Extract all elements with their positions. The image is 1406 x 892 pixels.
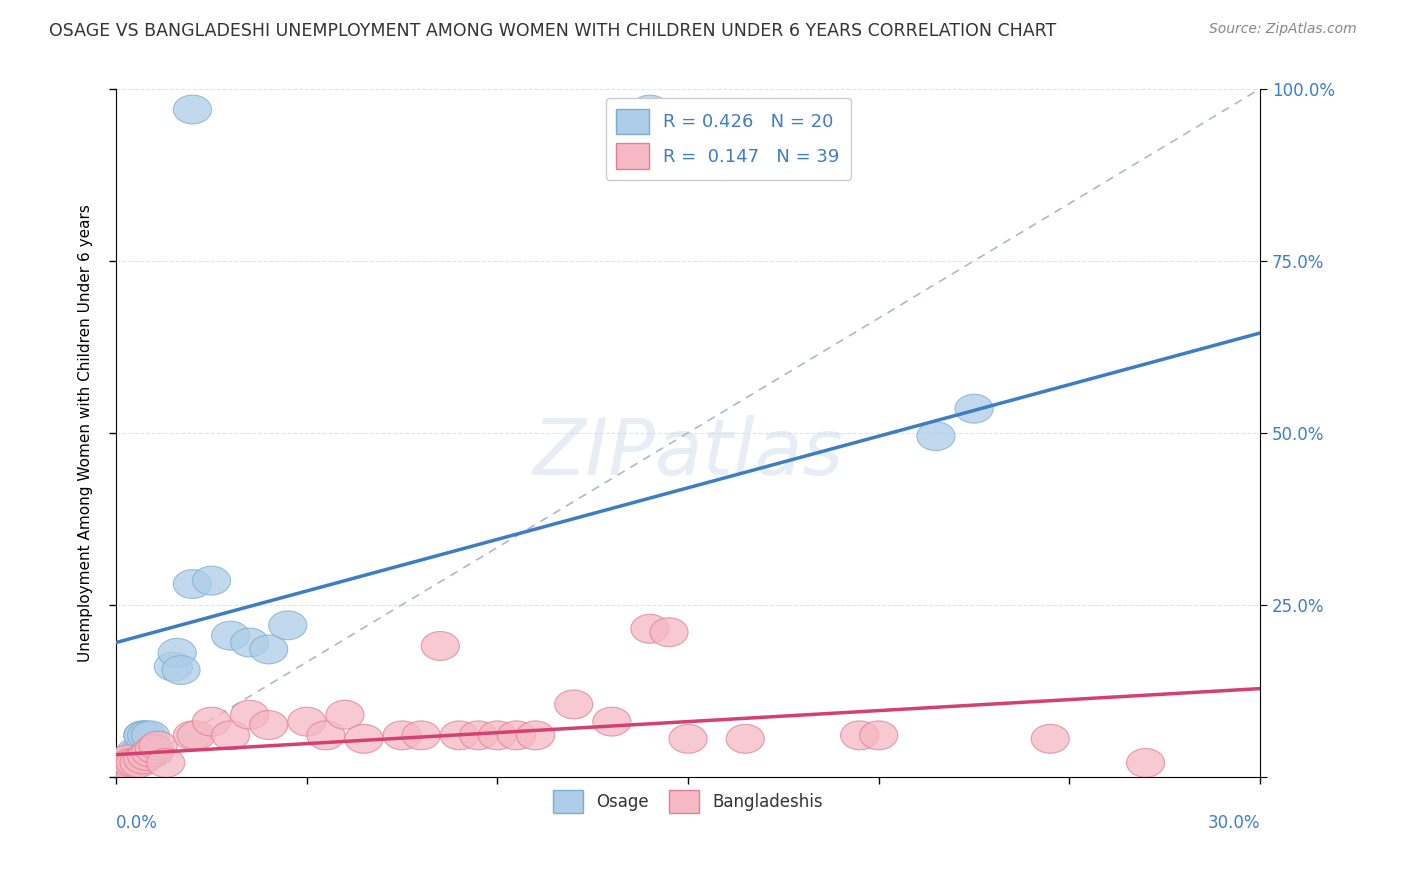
Ellipse shape (120, 748, 157, 777)
Ellipse shape (250, 711, 288, 739)
Ellipse shape (117, 738, 155, 767)
Ellipse shape (1126, 748, 1164, 777)
Ellipse shape (498, 721, 536, 750)
Ellipse shape (112, 748, 150, 777)
Text: 0.0%: 0.0% (117, 814, 157, 832)
Ellipse shape (108, 745, 146, 774)
Ellipse shape (155, 652, 193, 681)
Ellipse shape (162, 656, 200, 684)
Ellipse shape (117, 748, 155, 777)
Ellipse shape (193, 707, 231, 736)
Ellipse shape (593, 707, 631, 736)
Ellipse shape (841, 721, 879, 750)
Ellipse shape (440, 721, 478, 750)
Ellipse shape (231, 628, 269, 657)
Ellipse shape (326, 700, 364, 729)
Ellipse shape (631, 95, 669, 124)
Ellipse shape (211, 721, 250, 750)
Ellipse shape (631, 615, 669, 643)
Ellipse shape (955, 394, 993, 423)
Ellipse shape (650, 618, 688, 647)
Ellipse shape (120, 738, 157, 767)
Ellipse shape (124, 745, 162, 774)
Ellipse shape (124, 721, 162, 750)
Ellipse shape (725, 724, 765, 753)
Ellipse shape (146, 748, 184, 777)
Ellipse shape (211, 621, 250, 650)
Ellipse shape (288, 707, 326, 736)
Ellipse shape (128, 741, 166, 771)
Ellipse shape (128, 721, 166, 750)
Ellipse shape (382, 721, 422, 750)
Ellipse shape (157, 639, 197, 667)
Ellipse shape (135, 735, 173, 764)
Text: ZIPatlas: ZIPatlas (533, 416, 844, 491)
Ellipse shape (105, 748, 143, 777)
Ellipse shape (554, 690, 593, 719)
Ellipse shape (516, 721, 554, 750)
Ellipse shape (269, 611, 307, 640)
Ellipse shape (422, 632, 460, 660)
Ellipse shape (250, 635, 288, 664)
Ellipse shape (173, 95, 211, 124)
Ellipse shape (173, 570, 211, 599)
Ellipse shape (402, 721, 440, 750)
Text: Source: ZipAtlas.com: Source: ZipAtlas.com (1209, 22, 1357, 37)
Ellipse shape (344, 724, 382, 753)
Text: OSAGE VS BANGLADESHI UNEMPLOYMENT AMONG WOMEN WITH CHILDREN UNDER 6 YEARS CORREL: OSAGE VS BANGLADESHI UNEMPLOYMENT AMONG … (49, 22, 1056, 40)
Ellipse shape (135, 738, 173, 767)
Legend: Osage, Bangladeshis: Osage, Bangladeshis (547, 783, 830, 820)
Ellipse shape (460, 721, 498, 750)
Ellipse shape (177, 721, 215, 750)
Ellipse shape (139, 731, 177, 760)
Ellipse shape (124, 721, 162, 750)
Y-axis label: Unemployment Among Women with Children Under 6 years: Unemployment Among Women with Children U… (79, 204, 93, 662)
Ellipse shape (478, 721, 516, 750)
Ellipse shape (131, 738, 170, 767)
Ellipse shape (1031, 724, 1070, 753)
Text: 30.0%: 30.0% (1208, 814, 1260, 832)
Ellipse shape (669, 724, 707, 753)
Ellipse shape (859, 721, 898, 750)
Ellipse shape (193, 566, 231, 595)
Ellipse shape (917, 422, 955, 450)
Ellipse shape (173, 721, 211, 750)
Ellipse shape (131, 721, 170, 750)
Ellipse shape (231, 700, 269, 729)
Ellipse shape (307, 721, 344, 750)
